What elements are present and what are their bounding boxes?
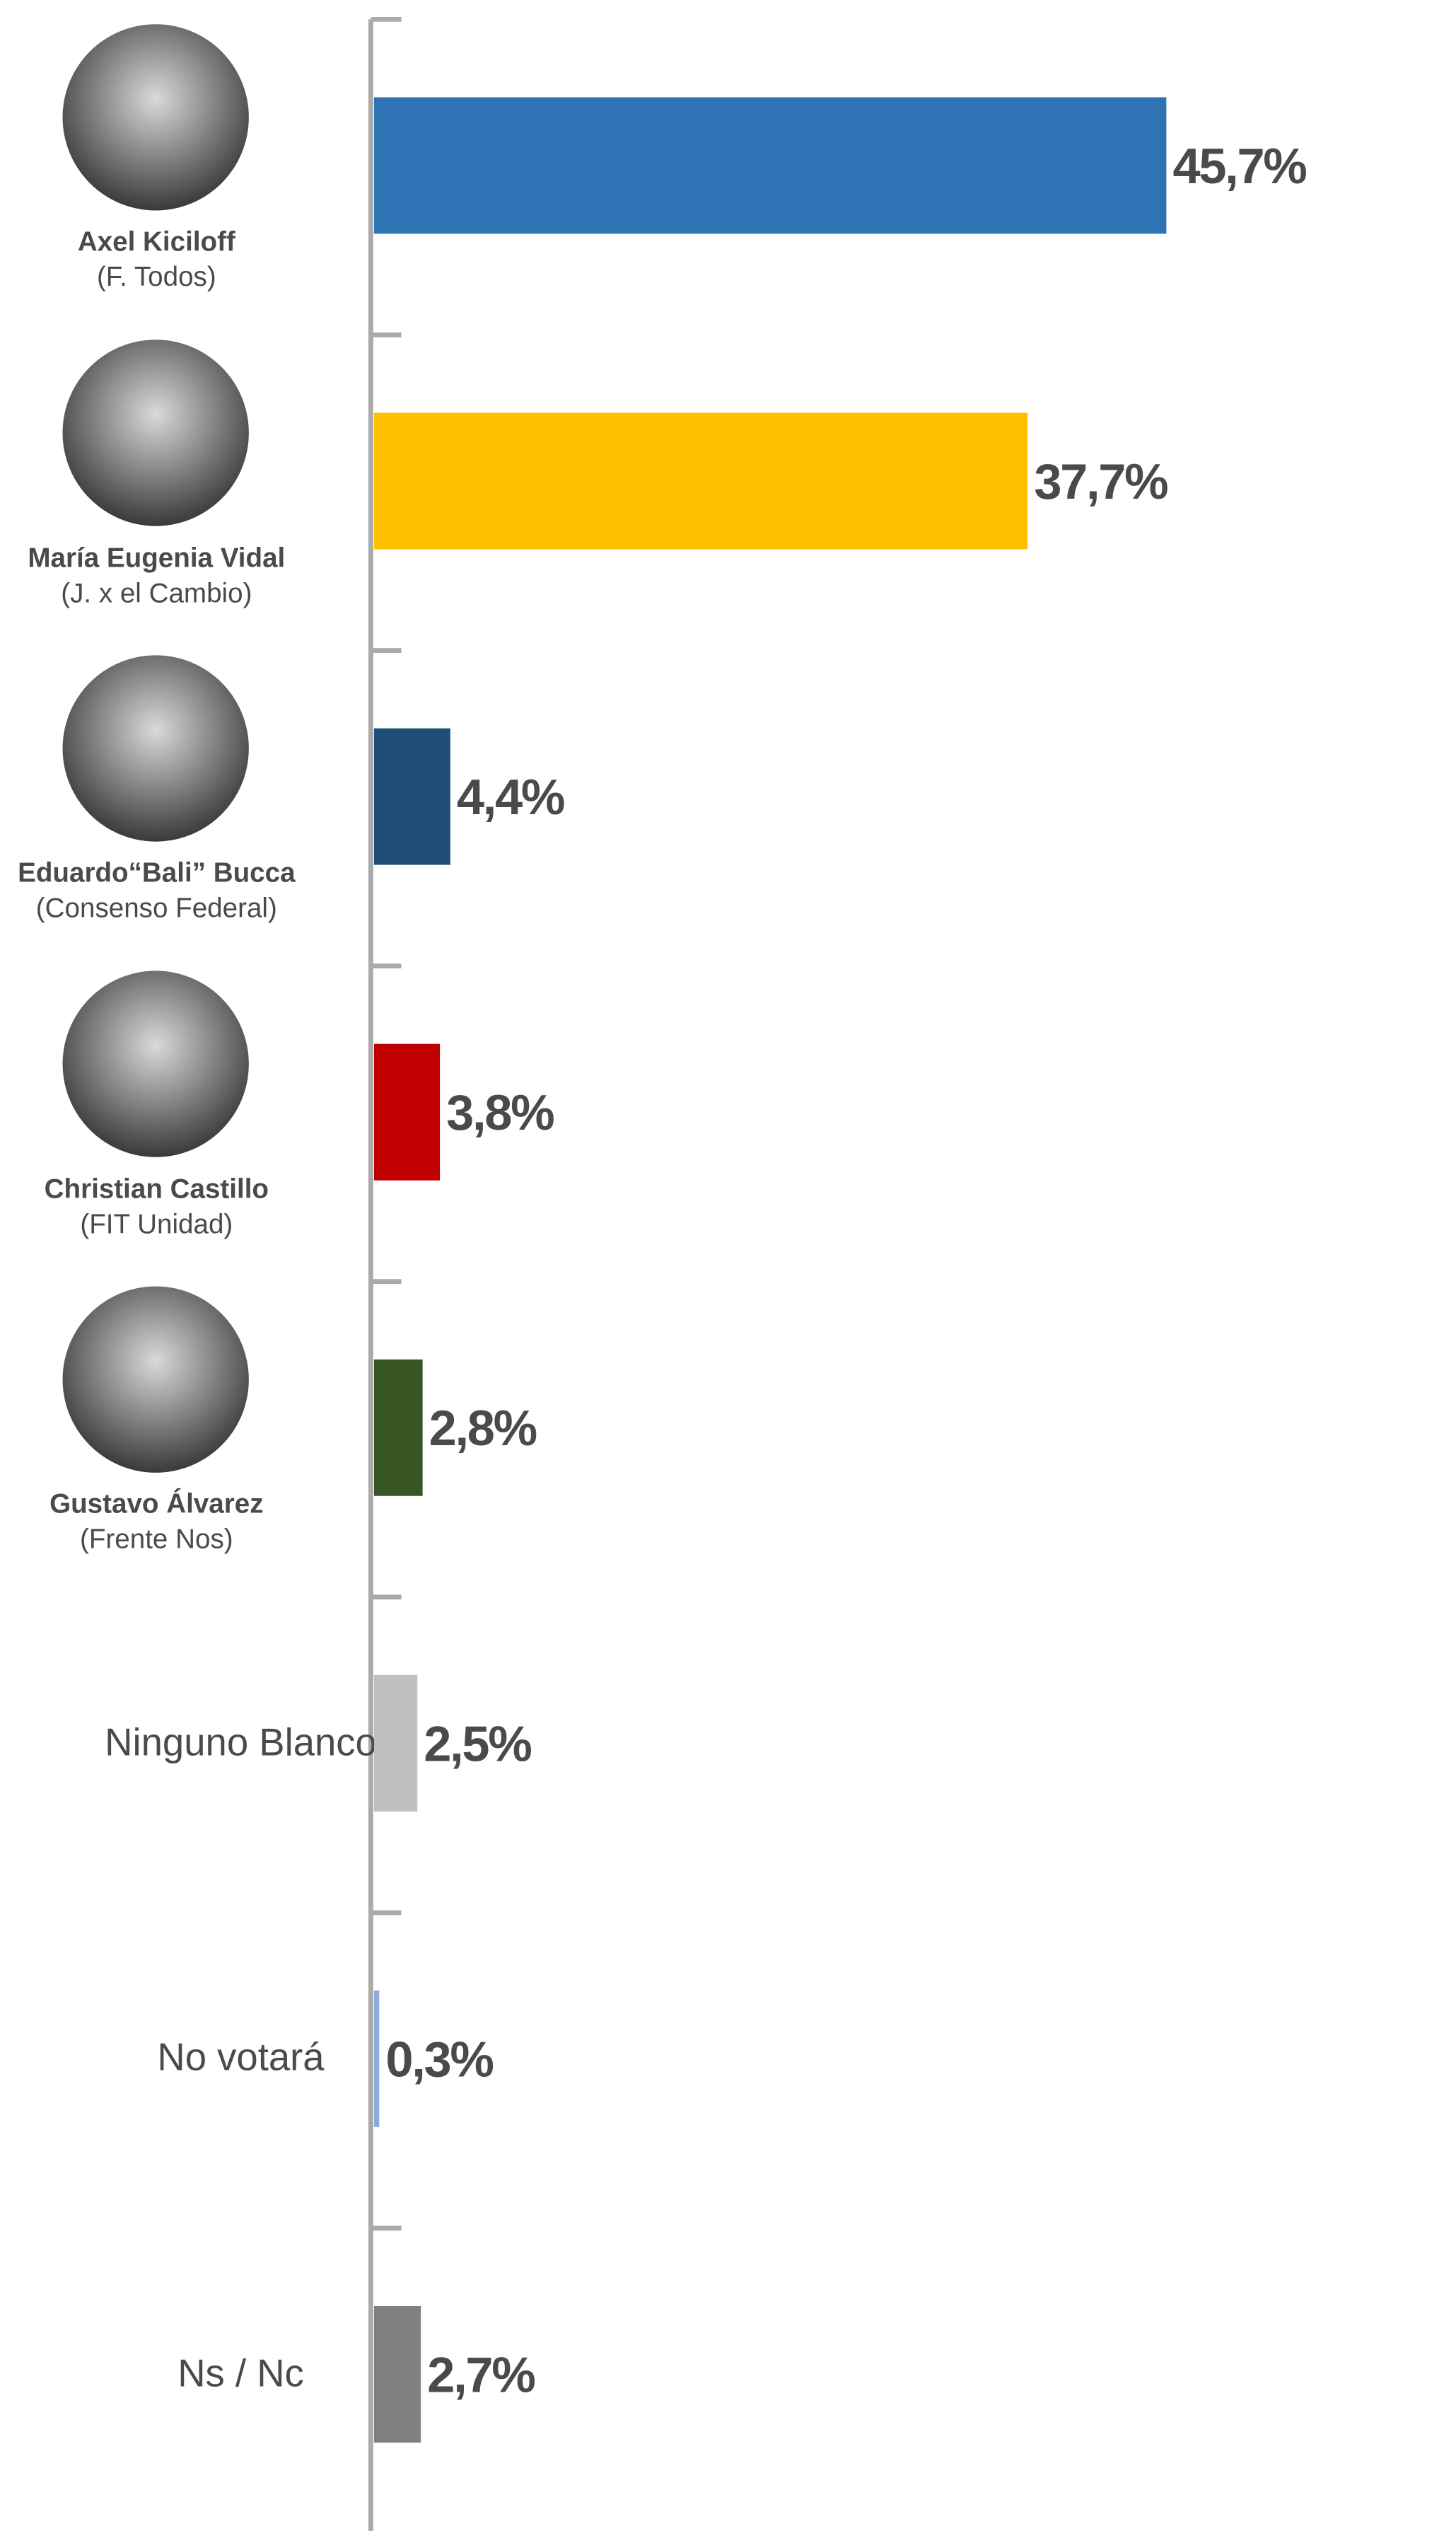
party-label: (FIT Unidad): [0, 1207, 313, 1242]
category-label: María Eugenia Vidal: [0, 539, 313, 577]
value-label: 3,8%: [446, 1084, 554, 1140]
page: Axel Kiciloff(F. Todos) 45,7% María Eugeni…: [0, 0, 1456, 2531]
party-label: (F. Todos): [0, 260, 313, 296]
category-label: Ns / Nc: [96, 2310, 385, 2439]
category-label: Gustavo Álvarez: [0, 1485, 313, 1524]
candidate-photo: [63, 655, 249, 841]
category-label-box: No votará: [96, 1995, 385, 2124]
party-label: (Frente Nos): [0, 1522, 313, 1558]
party-label-box: (Frente Nos): [0, 1522, 313, 1558]
value-label: 2,7%: [427, 2346, 535, 2402]
value-label: 2,8%: [429, 1400, 537, 1456]
party-label-box: (F. Todos): [0, 260, 313, 296]
category-label: Ninguno Blanco: [96, 1679, 385, 1808]
value-label: 37,7%: [1034, 453, 1167, 509]
category-label: Christian Castillo: [0, 1170, 313, 1208]
value-label: 2,5%: [424, 1715, 531, 1771]
category-label-box: Christian Castillo: [0, 1170, 313, 1208]
party-label: (J. x el Cambio): [0, 576, 313, 611]
party-label: (Consenso Federal): [0, 891, 313, 927]
category-label: Axel Kiciloff: [0, 224, 313, 262]
party-label-box: (FIT Unidad): [0, 1207, 313, 1242]
bar: [374, 1044, 440, 1181]
bar: [374, 1360, 423, 1496]
bar: [374, 1675, 417, 1812]
candidate-photo: [63, 24, 249, 210]
bar: [374, 2306, 421, 2443]
bar: [374, 413, 1027, 550]
category-label-box: María Eugenia Vidal: [0, 539, 313, 577]
category-label: Eduardo“Bali” Bucca: [0, 855, 313, 893]
category-label-box: Axel Kiciloff: [0, 224, 313, 262]
party-label-box: (J. x el Cambio): [0, 576, 313, 611]
chart: Axel Kiciloff(F. Todos) 45,7% María Eugeni…: [0, 0, 1456, 2531]
candidate-photo: [63, 971, 249, 1157]
bar: [374, 97, 1166, 233]
category-label: No votará: [96, 1995, 385, 2124]
category-label-box: Eduardo“Bali” Bucca: [0, 855, 313, 893]
candidate-photo: [63, 1287, 249, 1473]
category-label-box: Ninguno Blanco: [96, 1679, 385, 1808]
category-label-box: Gustavo Álvarez: [0, 1485, 313, 1524]
party-label-box: (Consenso Federal): [0, 891, 313, 927]
bar: [374, 1991, 379, 2127]
value-label: 4,4%: [457, 769, 564, 825]
value-label: 0,3%: [385, 2031, 493, 2087]
candidate-photo: [63, 340, 249, 526]
category-label-box: Ns / Nc: [96, 2310, 385, 2439]
bar: [374, 729, 450, 865]
value-label: 45,7%: [1172, 138, 1306, 194]
